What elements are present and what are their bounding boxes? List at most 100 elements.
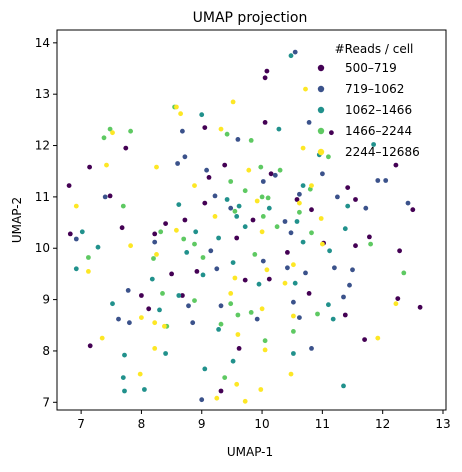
scatter-point — [180, 293, 185, 298]
scatter-point — [107, 193, 113, 199]
scatter-point — [176, 293, 182, 298]
y-axis-ticks: 7 8 9 10 11 12 13 14 — [35, 36, 57, 409]
scatter-point — [259, 194, 265, 200]
scatter-point — [123, 145, 129, 151]
scatter-point — [142, 387, 147, 392]
scatter-point — [230, 260, 236, 265]
scatter-point — [146, 306, 152, 312]
scatter-point — [264, 68, 270, 74]
scatter-point — [277, 167, 283, 173]
scatter-point — [297, 209, 302, 215]
scatter-point — [218, 126, 224, 132]
scatter-point — [297, 200, 302, 206]
scatter-point — [262, 347, 268, 353]
scatter-point — [248, 310, 254, 315]
scatter-point — [214, 266, 220, 272]
y-tick-label: 13 — [35, 87, 50, 101]
scatter-point — [137, 371, 143, 377]
scatter-point — [206, 175, 212, 180]
scatter-point — [368, 241, 373, 247]
scatter-point — [272, 172, 278, 178]
legend-entries: 500–719 719–1062 1062–1466 1466–2244 2244–12… — [317, 61, 420, 159]
scatter-point — [73, 236, 79, 242]
scatter-point — [266, 205, 272, 211]
scatter-point — [297, 191, 302, 197]
y-tick-label: 12 — [35, 139, 50, 153]
scatter-point — [158, 229, 164, 235]
scatter-point — [224, 197, 230, 202]
y-tick-label: 7 — [42, 395, 50, 409]
scatter-point — [410, 207, 416, 213]
scatter-point — [235, 137, 241, 142]
scatter-point — [294, 219, 300, 224]
scatter-point — [102, 194, 108, 200]
scatter-point — [300, 183, 306, 189]
scatter-point — [212, 193, 218, 199]
y-tick-label: 14 — [35, 36, 50, 50]
scatter-point — [67, 231, 73, 237]
scatter-point — [291, 299, 296, 305]
scatter-point — [345, 203, 351, 209]
plot-frame — [56, 29, 447, 411]
x-tick-label: 9 — [198, 417, 206, 431]
legend-label: 719–1062 — [345, 82, 404, 96]
scatter-point — [265, 195, 271, 201]
legend-marker — [317, 106, 325, 114]
scatter-point — [303, 270, 308, 276]
scatter-point — [242, 398, 248, 404]
scatter-point — [291, 329, 296, 334]
scatter-point — [258, 164, 264, 170]
scatter-point — [152, 320, 158, 326]
scatter-point — [152, 231, 158, 237]
x-tick-label: 12 — [375, 417, 390, 431]
scatter-point — [248, 138, 254, 143]
scatter-point — [246, 167, 252, 173]
scatter-point — [309, 346, 314, 351]
scatter-point — [199, 112, 205, 118]
scatter-point — [193, 229, 199, 235]
scatter-point — [125, 288, 131, 293]
scatter-point — [228, 301, 234, 307]
scatter-point — [259, 306, 265, 312]
scatter-point — [151, 256, 156, 261]
legend-marker — [317, 127, 325, 135]
scatter-point — [262, 75, 268, 81]
scatter-point — [192, 241, 197, 247]
scatter-point — [242, 277, 248, 283]
scatter-point — [363, 205, 369, 211]
scatter-point — [119, 225, 125, 231]
scatter-point — [232, 275, 238, 281]
legend-label: 1062–1466 — [345, 103, 412, 117]
scatter-point — [222, 162, 228, 168]
scatter-point — [101, 135, 107, 141]
scatter-point — [73, 203, 79, 209]
scatter-point — [192, 183, 197, 189]
scatter-point — [309, 183, 314, 189]
scatter-point — [128, 128, 134, 134]
scatter-point — [200, 255, 206, 260]
scatter-point — [139, 315, 144, 320]
scatter-point — [139, 293, 144, 298]
scatter-point — [86, 255, 91, 260]
scatter-point — [332, 265, 337, 271]
scatter-point — [285, 250, 290, 255]
scatter-point — [268, 171, 274, 177]
x-axis-label: UMAP-1 — [227, 445, 273, 459]
scatter-point — [260, 179, 266, 184]
scatter-point — [175, 161, 181, 166]
scatter-point — [107, 126, 113, 132]
legend: #Reads / cell 500–719 719–1062 1062–1466 14… — [317, 42, 420, 159]
scatter-point — [182, 217, 188, 223]
scatter-point — [342, 226, 348, 232]
scatter-point — [204, 167, 210, 173]
scatter-point — [110, 301, 115, 307]
scatter-point — [315, 311, 320, 317]
scatter-point — [256, 281, 262, 287]
scatter-point — [208, 248, 214, 254]
scatter-point — [66, 183, 72, 189]
scatter-point — [397, 248, 402, 254]
scatter-point — [234, 235, 240, 241]
scatter-point — [216, 327, 222, 332]
scatter-point — [393, 162, 399, 168]
scatter-point — [120, 203, 126, 209]
